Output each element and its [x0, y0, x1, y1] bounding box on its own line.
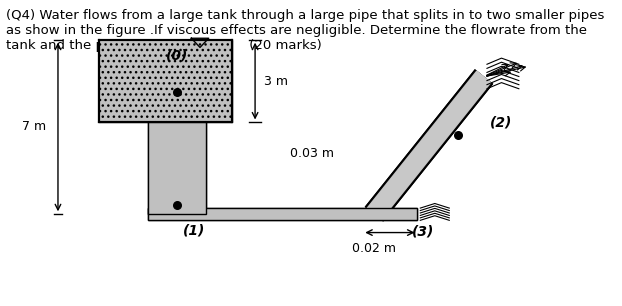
Bar	[148, 208, 417, 220]
Bar	[98, 40, 232, 122]
Text: 0.03 m: 0.03 m	[290, 147, 334, 159]
Text: (2): (2)	[490, 115, 513, 129]
Text: (1): (1)	[183, 223, 205, 237]
Text: 0.05 m: 0.05 m	[162, 193, 207, 206]
Text: 0.02 m: 0.02 m	[352, 242, 396, 255]
Point	[453, 132, 463, 137]
Bar	[148, 122, 206, 214]
Point	[172, 203, 182, 207]
Point	[172, 89, 182, 94]
Bar	[148, 122, 206, 214]
Text: (3): (3)	[412, 225, 434, 239]
Text: 3 m: 3 m	[264, 75, 288, 88]
Bar	[148, 208, 417, 220]
Text: 7 m: 7 m	[22, 121, 47, 133]
Text: (0): (0)	[165, 49, 188, 63]
Bar	[98, 40, 232, 122]
Text: (Q4) Water flows from a large tank through a large pipe that splits in to two sm: (Q4) Water flows from a large tank throu…	[6, 9, 604, 52]
